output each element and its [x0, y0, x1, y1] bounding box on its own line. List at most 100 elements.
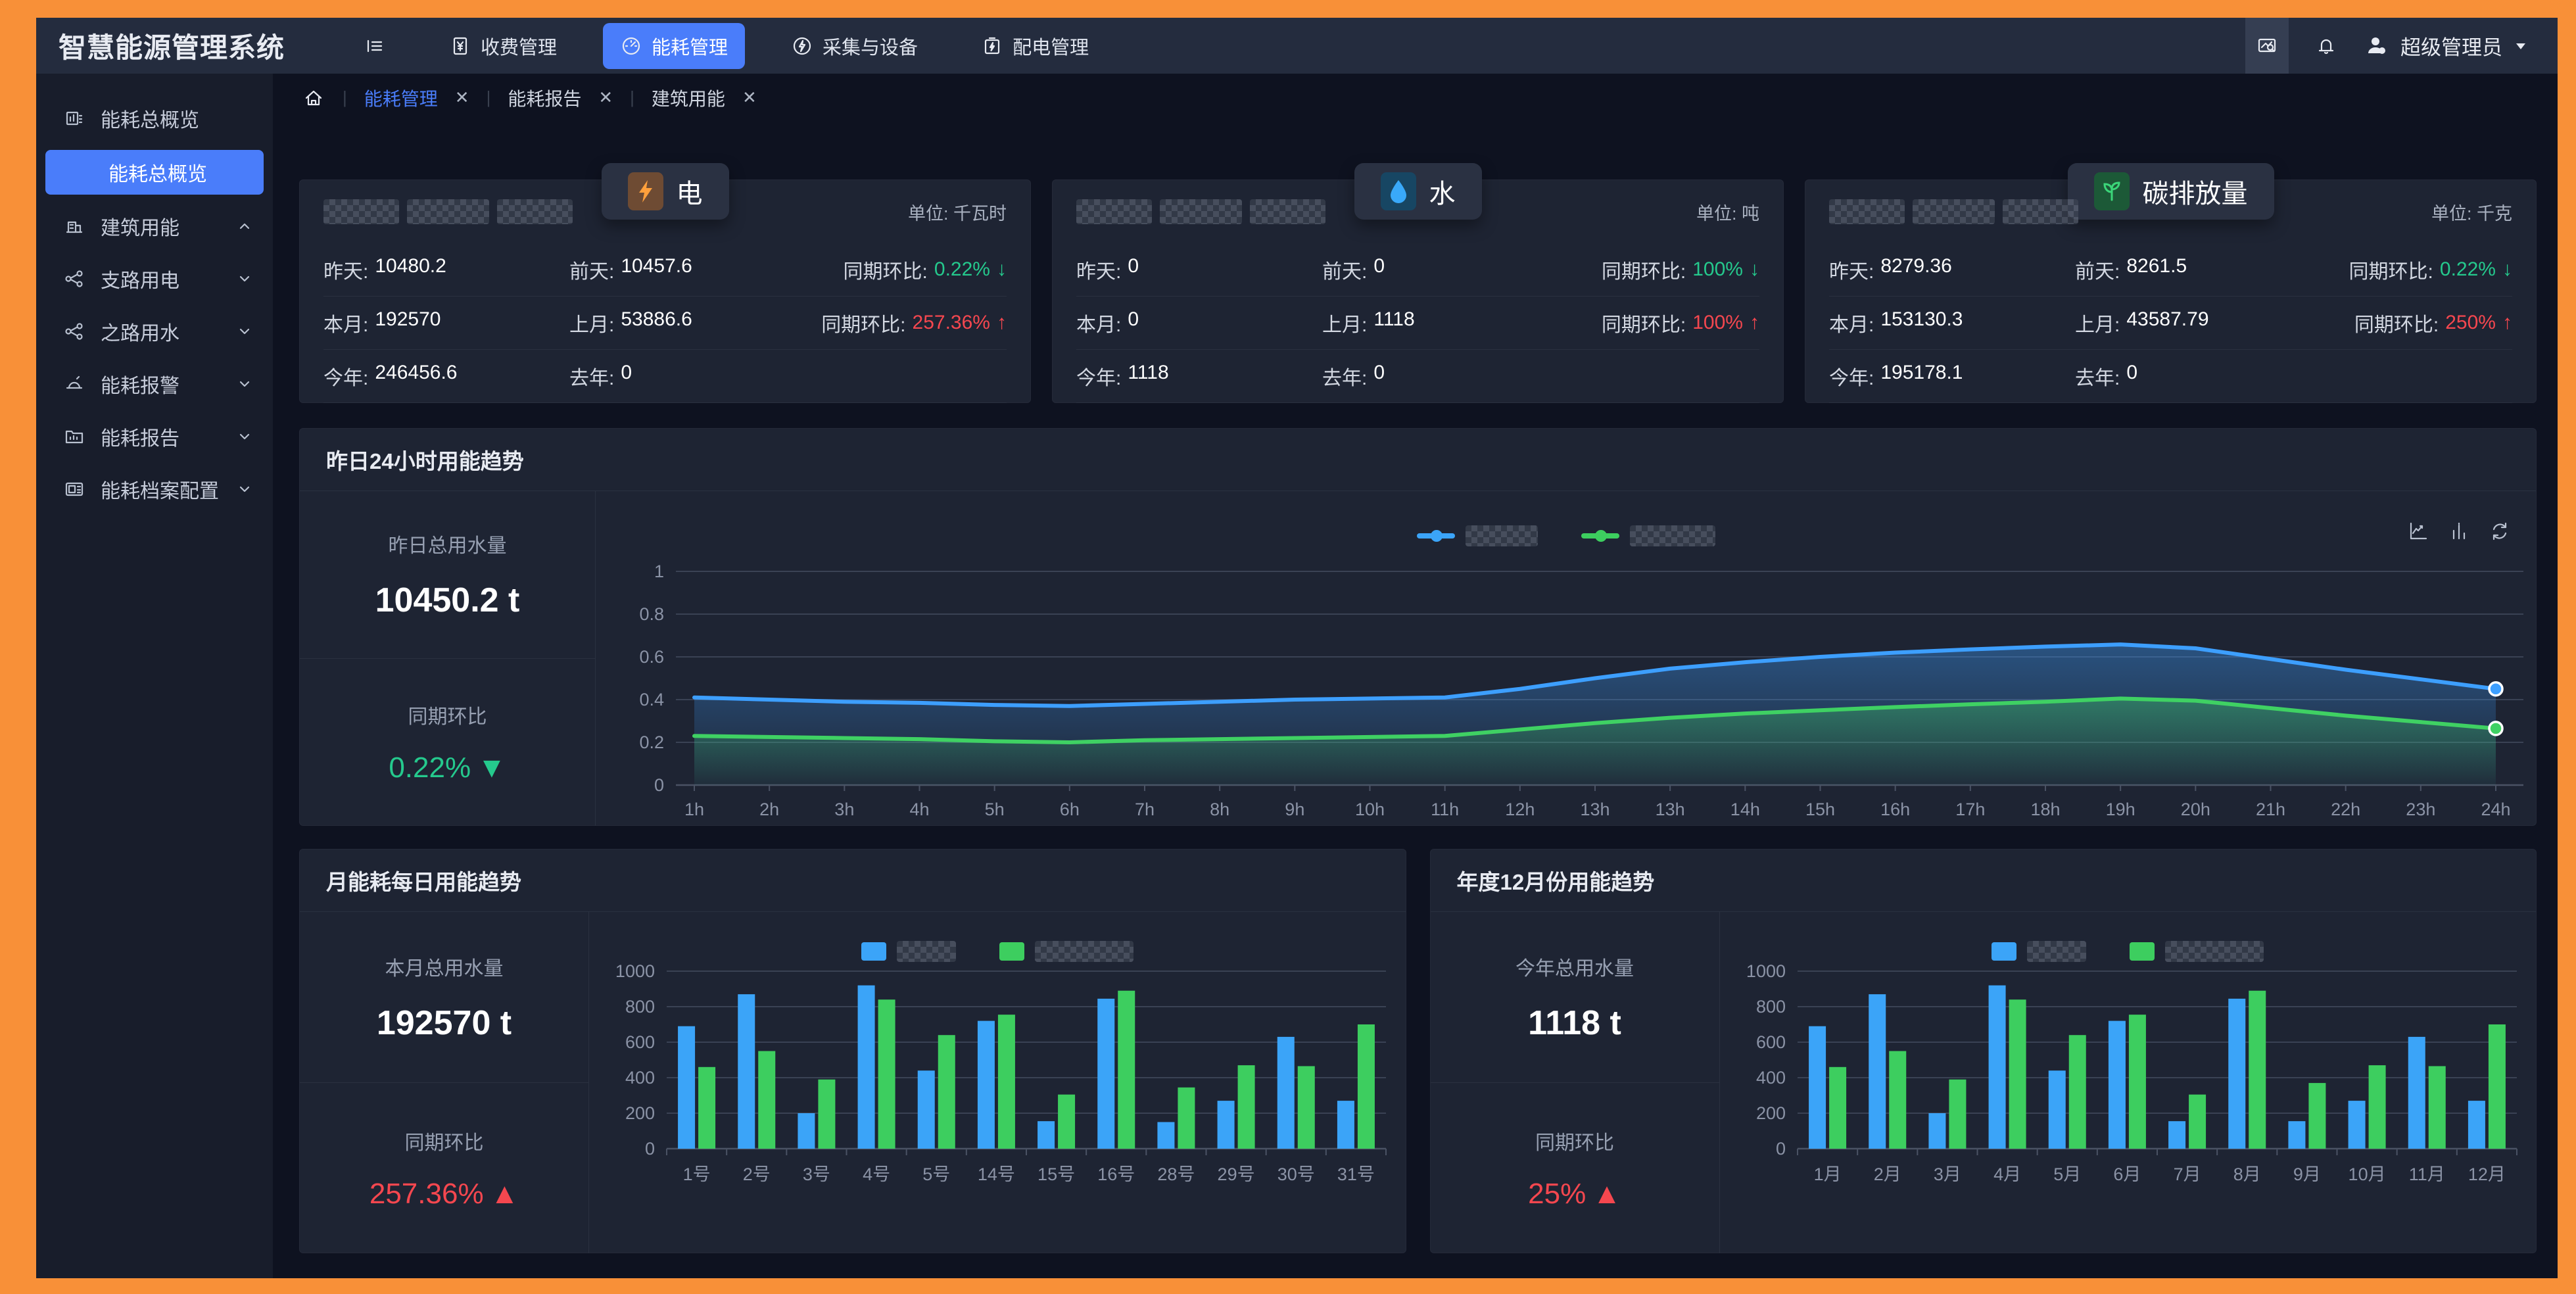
svg-text:31号: 31号: [1337, 1164, 1375, 1184]
nav-item-power-dist[interactable]: 配电管理: [964, 23, 1106, 69]
sidebar: 能耗总概览 能耗总概览 建筑用能 支路用电: [36, 74, 273, 1278]
home-icon[interactable]: [302, 86, 325, 110]
daily-bar-chart[interactable]: 0 200 400 600 800 1000 1号 2号 3号 4号 5号 14号 15号 16号 28号 2…: [589, 912, 1404, 1253]
menu-fold-icon[interactable]: [364, 35, 386, 57]
chevron-down-icon: [236, 323, 253, 340]
nav-menu: 收费管理 能耗管理 采集与设备 配电管理: [432, 18, 1106, 74]
svg-text:29号: 29号: [1218, 1164, 1255, 1184]
tab-building-energy[interactable]: 建筑用能 ✕: [652, 85, 757, 111]
card-row: 本月: 192570 上月: 53886.6 同期环比: 257.36%: [323, 297, 1007, 350]
stat-value: 1118 t: [1528, 1003, 1621, 1042]
nav-item-energy[interactable]: 能耗管理: [603, 22, 746, 69]
sidebar-item-branch-water[interactable]: 之路用水: [36, 305, 273, 358]
sidebar-item-energy-report[interactable]: 能耗报告: [36, 410, 273, 463]
panel-title: 年度12月份用能趋势: [1430, 850, 2536, 912]
sidebar-item-archive-config[interactable]: 能耗档案配置: [36, 463, 273, 515]
svg-text:0: 0: [1775, 1139, 1785, 1159]
stat-value: 192570 t: [376, 1003, 512, 1042]
trend-arrow-icon: [1750, 258, 1759, 281]
stat-label: 同期环比: [404, 1132, 484, 1154]
svg-text:0.4: 0.4: [639, 690, 664, 709]
user-menu[interactable]: 超级管理员: [2364, 18, 2558, 74]
monitor-chart-button[interactable]: [2245, 18, 2289, 74]
close-icon[interactable]: ✕: [742, 87, 757, 107]
restore-icon[interactable]: [2489, 520, 2511, 542]
bolt-circle-icon: [791, 35, 813, 57]
card-row: 今年: 195178.1 去年: 0: [1829, 350, 2512, 403]
legend-item[interactable]: [1581, 525, 1715, 546]
sidebar-item-overview-active[interactable]: 能耗总概览: [45, 150, 264, 195]
chevron-down-icon: [236, 428, 253, 445]
svg-text:0: 0: [654, 775, 664, 795]
redacted-project-name: [323, 199, 573, 224]
tab-label: 能耗报告: [508, 88, 582, 109]
chevron-down-icon: [236, 270, 253, 287]
legend-rect-marker: [999, 942, 1024, 961]
card-row: 昨天: 0 前天: 0 同期环比: 100%: [1076, 243, 1759, 297]
legend-item[interactable]: [2130, 941, 2264, 962]
svg-text:4号: 4号: [863, 1164, 890, 1184]
svg-text:10h: 10h: [1355, 800, 1385, 819]
trend-value: 100%: [1692, 255, 1759, 284]
svg-text:5月: 5月: [2053, 1164, 2081, 1184]
legend-rect-marker: [861, 942, 886, 961]
sidebar-item-branch-electric[interactable]: 支路用电: [36, 252, 273, 305]
hourly-chart-area: 0 0.2 0.4 0.6 0.8 1 1h 2h 3h 4h 5h 6h 7h 8h 9h 10h 11h 12…: [596, 491, 2536, 826]
trend-value: 0.22%: [2440, 255, 2512, 284]
legend-item[interactable]: [1992, 941, 2087, 962]
billing-icon: [449, 35, 471, 57]
branch-icon: [62, 320, 86, 343]
svg-text:10月: 10月: [2348, 1164, 2385, 1184]
sidebar-item-energy-alarm[interactable]: 能耗报警: [36, 358, 273, 410]
nav-item-billing[interactable]: 收费管理: [432, 23, 574, 69]
panel-title: 昨日24小时用能趋势: [300, 429, 2536, 491]
yearly-bar-chart[interactable]: 0 200 400 600 800 1000 1月 2月 3月 4月 5月 6月 7月 8月 9月 10月 11…: [1720, 912, 2535, 1253]
card-row: 昨天: 10480.2 前天: 10457.6 同期环比: 0.22%: [323, 243, 1007, 297]
stat-cards-row: 电 单位: 千瓦时 昨天: 10480.2 前天: 10457.6 同期环比: 0.…: [299, 163, 2537, 403]
legend-line-marker: [1581, 530, 1619, 542]
card-row: 本月: 153130.3 上月: 43587.79 同期环比: 250%: [1829, 297, 2512, 350]
lightning-icon: [627, 172, 663, 210]
svg-text:1月: 1月: [1813, 1164, 1841, 1184]
trend-value: 250%: [2445, 308, 2512, 337]
legend-item[interactable]: [1416, 525, 1538, 546]
chart-legend: [589, 941, 1406, 962]
stat-label: 昨日总用水量: [388, 535, 507, 557]
badge-title: 电: [676, 180, 703, 208]
tab-separator: |: [343, 87, 347, 107]
tab-energy-mgmt[interactable]: 能耗管理 ✕: [364, 85, 469, 111]
nav-item-label: 收费管理: [481, 37, 558, 59]
card-row: 昨天: 8279.36 前天: 8261.5 同期环比: 0.22%: [1829, 243, 2512, 297]
hourly-stat-column: 昨日总用水量 10450.2 t 同期环比 0.22%: [300, 491, 596, 826]
svg-text:0: 0: [645, 1139, 655, 1159]
yearly-stat-column: 今年总用水量 1118 t 同期环比 25%: [1430, 912, 1720, 1253]
svg-text:17h: 17h: [1955, 800, 1985, 819]
stat-trend: 0.22%: [389, 752, 506, 784]
legend-rect-marker: [1992, 942, 2017, 961]
legend-item[interactable]: [861, 941, 956, 962]
sidebar-item-building-energy[interactable]: 建筑用能: [36, 200, 273, 252]
sidebar-item-label: 能耗报警: [101, 375, 179, 397]
svg-text:20h: 20h: [2181, 800, 2210, 819]
legend-item[interactable]: [999, 941, 1133, 962]
close-icon[interactable]: ✕: [454, 87, 469, 107]
bar-chart-icon[interactable]: [2448, 520, 2470, 542]
trend-value: 100%: [1692, 308, 1759, 337]
sidebar-item-overview[interactable]: 能耗总概览: [36, 92, 273, 145]
tab-energy-report[interactable]: 能耗报告 ✕: [508, 85, 613, 111]
chart-legend: [596, 525, 2536, 546]
svg-text:15号: 15号: [1038, 1164, 1075, 1184]
notifications-button[interactable]: [2289, 18, 2364, 74]
svg-text:800: 800: [625, 997, 655, 1017]
close-icon[interactable]: ✕: [598, 87, 613, 107]
sidebar-item-label: 能耗总概览: [101, 110, 199, 132]
line-chart-icon[interactable]: [2407, 520, 2429, 542]
svg-text:30号: 30号: [1277, 1164, 1315, 1184]
overview-chart-icon: [62, 107, 86, 130]
trend-arrow-icon: [2502, 312, 2512, 334]
svg-text:800: 800: [1755, 997, 1785, 1017]
svg-text:3h: 3h: [834, 800, 854, 819]
nav-item-collection[interactable]: 采集与设备: [774, 23, 935, 69]
svg-text:21h: 21h: [2256, 800, 2285, 819]
